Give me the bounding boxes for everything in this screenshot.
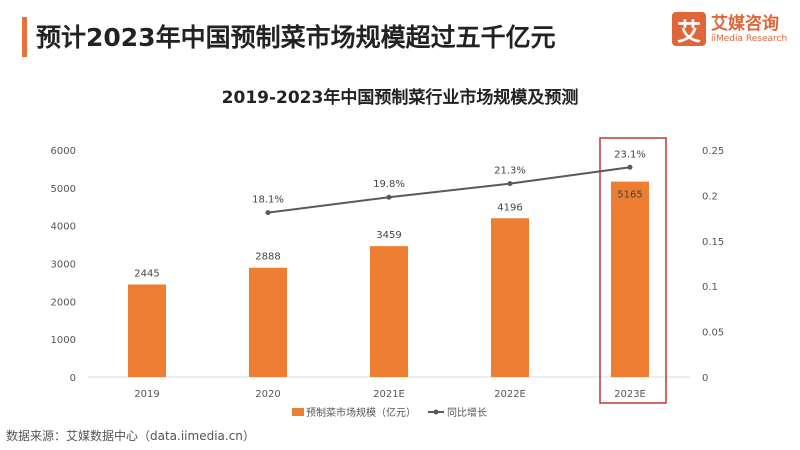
growth-point [265,210,271,216]
bar [370,246,408,377]
bar [249,267,287,377]
right-axis-tick: 0.1 [702,282,718,293]
source-note: 数据来源：艾媒数据中心（data.iimedia.cn） [6,429,255,443]
right-axis-tick: 0.25 [702,146,724,157]
x-axis-tick: 2019 [134,389,159,400]
left-axis-tick: 2000 [51,297,76,308]
bar [611,181,649,377]
x-axis-tick: 2020 [255,389,280,400]
right-axis-tick: 0 [702,373,708,384]
growth-point [507,181,513,187]
left-axis-tick: 3000 [51,260,76,271]
logo-cn: 艾媒咨询 [711,14,779,34]
chart-title: 2019-2023年中国预制菜行业市场规模及预测 [221,88,579,108]
growth-label: 21.3% [494,166,526,177]
growth-label: 18.1% [252,195,284,206]
bar-label: 2445 [134,268,159,279]
right-axis-tick: 0.15 [702,237,724,248]
bar-label: 5165 [617,190,642,201]
x-axis-tick: 2023E [614,389,646,400]
right-axis-tick: 0.05 [702,328,724,339]
growth-point [627,164,633,170]
page-title: 预计2023年中国预制菜市场规模超过五千亿元 [36,23,556,52]
highlight-box [599,137,667,404]
growth-label: 19.8% [373,179,405,190]
left-axis-tick: 5000 [51,184,76,195]
logo-en: iiMedia Research [711,34,788,44]
bar-label: 2888 [255,252,280,263]
x-axis-tick: 2022E [494,389,526,400]
growth-line [267,166,631,214]
logo: 艾 艾媒咨询 iiMedia Research [672,12,787,46]
bar [491,218,529,377]
bar [128,284,166,377]
left-axis-tick: 6000 [51,146,76,157]
title-accent-bar [22,17,27,57]
growth-label: 23.1% [614,149,646,160]
left-axis-tick: 0 [70,373,76,384]
bar-label: 4196 [497,202,522,213]
legend-line-marker [433,409,439,415]
left-axis-tick: 1000 [51,335,76,346]
left-axis-tick: 4000 [51,222,76,233]
x-axis-tick: 2021E [373,389,405,400]
bar-label: 3459 [376,230,401,241]
logo-mark: 艾 [672,12,706,46]
legend-bar-swatch [292,408,304,416]
growth-point [386,194,392,200]
right-axis-tick: 0.2 [702,191,718,202]
legend-line-label: 同比增长 [447,406,487,419]
legend-bar-label: 预制菜市场规模（亿元） [306,406,416,419]
